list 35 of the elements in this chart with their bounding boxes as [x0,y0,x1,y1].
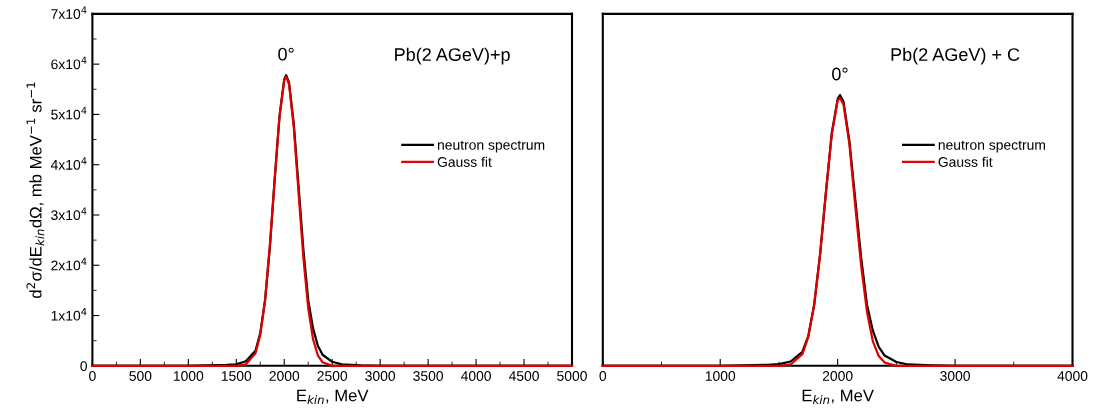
y-tick-label: 0 [80,361,87,371]
x-axis-title: E$_{kin}$, MeV [802,389,874,404]
y-tick-label: 1x10$^{4}$ [51,308,87,321]
x-axis-title: E$_{kin}$, MeV [297,389,369,404]
legend-label: Gauss fit [437,156,492,167]
x-tick-label: 3000 [940,371,970,381]
x-tick-label: 0 [89,371,96,381]
y-tick-label: 5x10$^{4}$ [51,106,87,120]
x-tick-label: 1000 [705,371,736,381]
x-tick-label: 1500 [221,371,252,381]
legend-label: Gauss fit [938,156,993,167]
legend-label: neutron spectrum [938,140,1045,153]
x-tick-label: 4000 [1057,371,1088,381]
x-tick-label: 5000 [557,371,587,381]
x-tick-label: 0 [599,371,607,381]
y-tick-label: 6x10$^{4}$ [51,56,87,70]
y-axis-title: d$^{2}$σ/dE$_{kin}$dΩ, mb MeV$^{−1}$ sr$^{−1}$ [26,82,45,299]
x-tick-label: 2000 [269,371,300,381]
y-tick-label: 3x10$^{4}$ [51,207,87,221]
y-tick-label: 4x10$^{4}$ [50,157,87,170]
x-tick-label: 2500 [317,371,348,381]
legend-label: neutron spectrum [437,140,545,153]
annotation: 0° [278,47,294,61]
x-tick-label: 4000 [460,371,491,381]
x-tick-label: 2000 [822,371,853,381]
x-tick-label: 500 [129,371,152,381]
text: Pb(2 AGeV) + C [891,47,1020,65]
x-tick-label: 3500 [413,371,444,381]
x-tick-label: 3000 [365,371,396,381]
y-tick-label: 2x10$^{4}$ [51,257,87,271]
y-tick-label: 7x10$^{4}$ [51,6,87,19]
x-tick-label: 1000 [173,371,204,381]
annotation: 0° [832,67,848,81]
annotation: Pb(2 AGeV)+p [395,47,510,65]
x-tick-label: 4500 [508,371,539,381]
